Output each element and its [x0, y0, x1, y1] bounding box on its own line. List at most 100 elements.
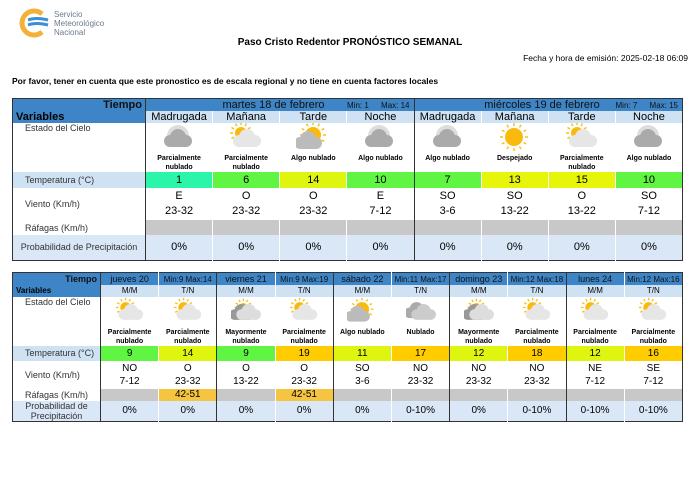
- wind-direction: SE: [646, 362, 661, 374]
- wind-direction: E: [376, 190, 385, 202]
- period-name: Tarde: [568, 111, 596, 123]
- wind-speed: 23-32: [291, 375, 317, 387]
- wind-cell: O 23-32: [279, 188, 347, 220]
- sky-description: Mayormente nublado: [458, 328, 500, 345]
- wind-cell: O 23-32: [274, 360, 334, 389]
- sky-description: Algo nublado: [290, 155, 336, 162]
- temperature-value: 16: [647, 347, 659, 359]
- sky-cell: Parcialmente nublado: [274, 296, 334, 346]
- temperature-cell: 17: [390, 345, 450, 361]
- partly-cloudy-icon: [173, 297, 202, 320]
- sky-description: Algo nublado: [425, 155, 470, 162]
- logo-line: Nacional: [54, 27, 86, 37]
- wind-cell: E 7-12: [346, 188, 414, 220]
- smn-logo: Servicio Meteorológico Nacional: [18, 8, 104, 38]
- precip-cell: 0%: [614, 235, 683, 260]
- temperature-cell: 12: [565, 345, 625, 361]
- wind-cell: NO 23-32: [449, 360, 508, 389]
- period-header: Madrugada: [413, 111, 482, 123]
- sky-label: Estado del Cielo: [25, 123, 91, 133]
- wind-cell: NO 23-32: [390, 360, 450, 389]
- precip-value: 0%: [122, 405, 137, 416]
- precip-cell: 0%: [274, 400, 334, 421]
- sky-description: Parcialmente nublado: [573, 328, 617, 345]
- day-name: lunes 24: [578, 273, 613, 284]
- partly-cloudy-icon: [115, 297, 143, 320]
- sky-cell: Despejado: [480, 123, 549, 172]
- gust-value: 42-51: [174, 389, 201, 400]
- wind-direction: E: [175, 190, 183, 202]
- sky-cell: Parcialmente nublado: [212, 123, 280, 172]
- day-min: Min: 1: [347, 101, 369, 110]
- temperature-cell: 14: [279, 172, 347, 188]
- temp-label: Temperatura (°C): [25, 348, 95, 358]
- wind-cell: SO 3-6: [413, 188, 482, 220]
- precip-value: 0%: [506, 241, 523, 254]
- temperature-cell: 9: [216, 345, 276, 361]
- gust-cell: [623, 388, 683, 401]
- temperature-value: 15: [575, 174, 588, 186]
- day-min: Min: 7: [615, 101, 638, 110]
- gust-cell: [332, 388, 392, 401]
- gust-cell: [565, 388, 625, 401]
- wind-speed: 23-32: [465, 375, 492, 387]
- clear-icon: [499, 123, 528, 151]
- precip-cell: 0%: [212, 235, 280, 260]
- precip-value: 0%: [238, 405, 254, 416]
- day-header: miércoles 19 de febrero Min: 7 Max: 15: [413, 98, 683, 111]
- sky-cell: Mayormente nublado: [449, 296, 508, 346]
- sky-description: Algo nublado: [358, 155, 403, 162]
- precip-value: 0%: [296, 405, 312, 416]
- gust-cell: [346, 220, 414, 235]
- wind-cell: O 13-22: [547, 188, 616, 220]
- period-header: M/M: [216, 284, 276, 297]
- temperature-value: 10: [642, 174, 656, 186]
- precip-value: 0-10%: [580, 405, 610, 416]
- temperature-cell: 10: [614, 172, 683, 188]
- temperature-cell: 13: [480, 172, 549, 188]
- cloudy-night-icon: [365, 125, 394, 147]
- gust-cell: [614, 220, 683, 235]
- wind-direction: O: [577, 190, 587, 202]
- sky-cell: Nublado: [390, 296, 450, 346]
- temperature-cell: 19: [274, 345, 334, 361]
- temperature-value: 19: [298, 347, 310, 359]
- period-name: Tarde: [299, 111, 328, 123]
- temperature-cell: 16: [623, 345, 683, 361]
- disclaimer-note: Por favor, tener en cuenta que este pron…: [12, 76, 439, 86]
- period-name: T/N: [414, 286, 427, 295]
- partly-cloudy-icon: [522, 297, 551, 320]
- wind-direction: NO: [413, 362, 429, 374]
- period-header: M/M: [565, 284, 625, 297]
- precip-cell: 0%: [547, 235, 616, 260]
- wind-speed: 13-22: [567, 205, 596, 217]
- temperature-cell: 1: [144, 172, 213, 188]
- wind-speed: 7-12: [585, 375, 606, 387]
- precip-label: Probabilidad de Precipitación: [25, 400, 88, 421]
- sky-description: Parcialmente nublado: [157, 155, 201, 171]
- day-min-max: Min:11 Max:17: [394, 274, 447, 284]
- gust-cell: [390, 388, 450, 401]
- partly-cloudy-icon: [580, 297, 609, 320]
- day-name: sábado 22: [341, 273, 384, 284]
- period-header: Tarde: [547, 111, 616, 123]
- sky-description: Algo nublado: [626, 155, 672, 162]
- precip-cell: 0-10%: [623, 400, 683, 421]
- temperature-cell: 10: [346, 172, 414, 188]
- wind-cell: O 23-32: [212, 188, 280, 220]
- wind-direction: SO: [506, 190, 523, 202]
- emission-date: Fecha y hora de emisión: 2025-02-18 06:0…: [523, 53, 688, 63]
- period-header: T/N: [158, 284, 217, 297]
- gust-cell: [480, 220, 549, 235]
- variables-label: Variables: [16, 111, 65, 123]
- period-name: Mañana: [494, 111, 535, 123]
- precip-cell: 0-10%: [565, 400, 625, 421]
- precip-label: Probabilidad de Precipitación: [20, 242, 138, 253]
- precip-value: 0%: [180, 405, 195, 416]
- wind-speed: 23-32: [524, 375, 550, 387]
- precip-cell: 0%: [216, 400, 276, 421]
- period-header: M/M: [449, 284, 508, 297]
- forecast-table-days-1-2: Tiempo martes 18 de febrero Min: 1 Max: 14…: [12, 98, 683, 261]
- precip-value: 0-10%: [638, 405, 668, 416]
- period-header: Noche: [614, 111, 683, 123]
